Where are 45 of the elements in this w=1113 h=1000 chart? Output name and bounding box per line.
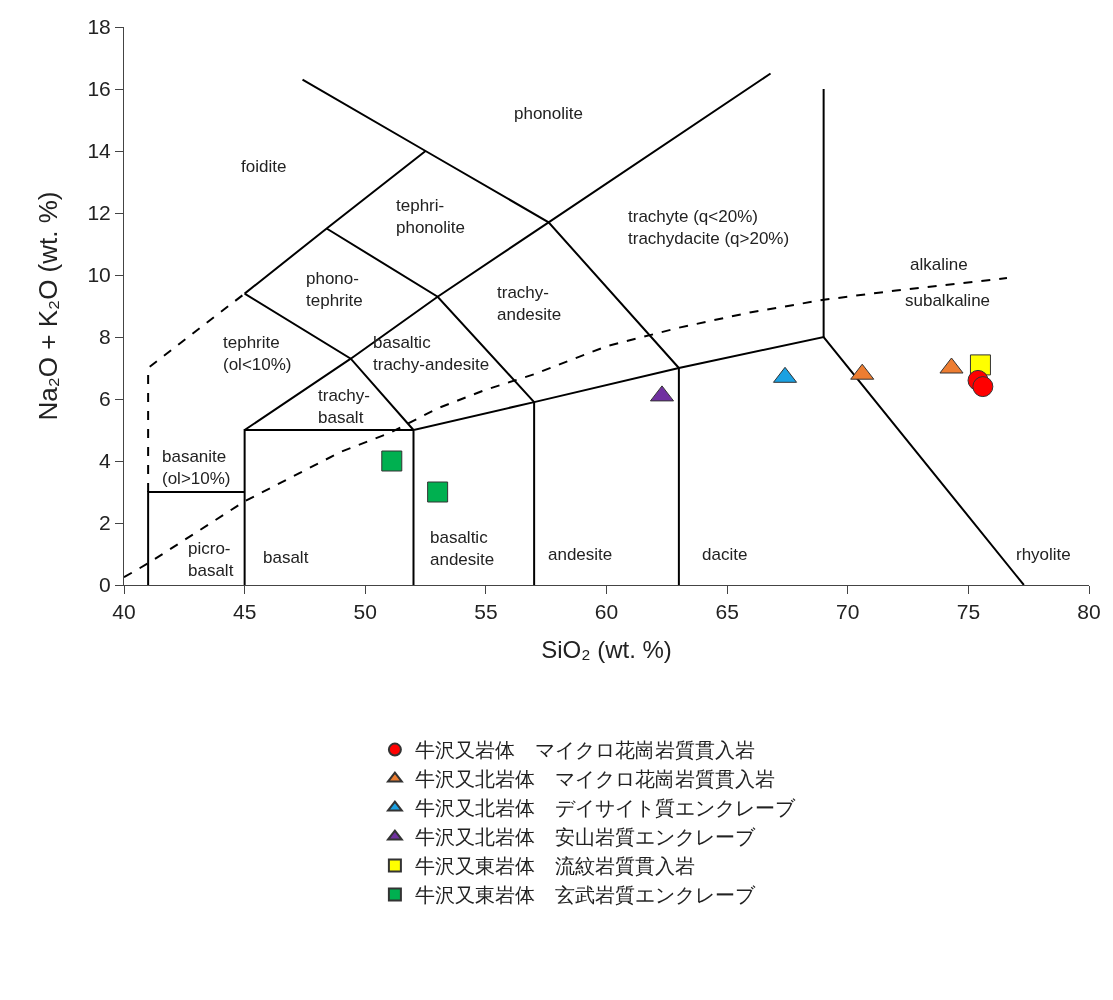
y-tick-label: 8 [99, 325, 111, 349]
y-axis-title: Na₂O + K₂O (wt. %) [32, 191, 63, 421]
x-axis-title: SiO₂ (wt. %) [541, 635, 672, 663]
annotation: trachy- andesite [497, 283, 562, 325]
annotation: dacite [702, 545, 748, 564]
annotation: basalt [263, 548, 309, 567]
annotation: tephrite (ol<10%) [223, 333, 292, 375]
x-tick-label: 80 [1077, 600, 1101, 624]
annotation: phono- tephrite [306, 269, 363, 311]
annotation: foidite [241, 157, 287, 176]
legend-label: 牛沢又北岩体 デイサイト質エンクレーブ [414, 797, 796, 820]
annotation: trachy- basalt [318, 386, 370, 428]
y-tick-label: 18 [87, 15, 111, 39]
annotation: andesite [548, 545, 613, 564]
y-tick-label: 16 [87, 77, 111, 101]
annotation: basanite (ol>10%) [162, 447, 231, 489]
annotation: picro- basalt [188, 539, 234, 581]
y-tick-label: 10 [87, 263, 111, 287]
annotation: alkaline [910, 255, 968, 274]
x-tick-label: 70 [836, 600, 860, 624]
x-tick-label: 60 [594, 600, 619, 624]
annotation: tephri- phonolite [396, 196, 466, 238]
annotation: rhyolite [1016, 545, 1071, 564]
legend-label: 牛沢又東岩体 玄武岩質エンクレーブ [414, 884, 756, 907]
y-tick-label: 6 [99, 387, 111, 411]
x-tick-label: 55 [474, 600, 498, 624]
x-tick-label: 40 [112, 600, 136, 624]
y-tick-label: 14 [87, 139, 112, 163]
annotation: basaltic trachy-andesite [373, 333, 490, 375]
x-tick-label: 75 [956, 600, 981, 624]
legend-label: 牛沢又岩体 マイクロ花崗岩質貫入岩 [414, 739, 755, 762]
legend-label: 牛沢又北岩体 マイクロ花崗岩質貫入岩 [414, 768, 775, 791]
y-tick-label: 4 [99, 449, 112, 473]
x-tick-label: 45 [232, 600, 257, 624]
y-tick-label: 2 [99, 511, 111, 535]
annotation: trachyte (q<20%) trachydacite (q>20%) [628, 207, 790, 249]
x-tick-label: 50 [353, 600, 377, 624]
legend-label: 牛沢又北岩体 安山岩質エンクレーブ [414, 826, 756, 849]
y-tick-label: 12 [87, 201, 111, 225]
legend-label: 牛沢又東岩体 流紋岩質貫入岩 [414, 855, 695, 878]
x-tick-label: 65 [715, 600, 739, 624]
annotation: subalkaline [905, 291, 991, 310]
annotation: phonolite [514, 104, 584, 123]
y-tick-label: 0 [99, 573, 111, 597]
annotation: basaltic andesite [430, 528, 495, 570]
